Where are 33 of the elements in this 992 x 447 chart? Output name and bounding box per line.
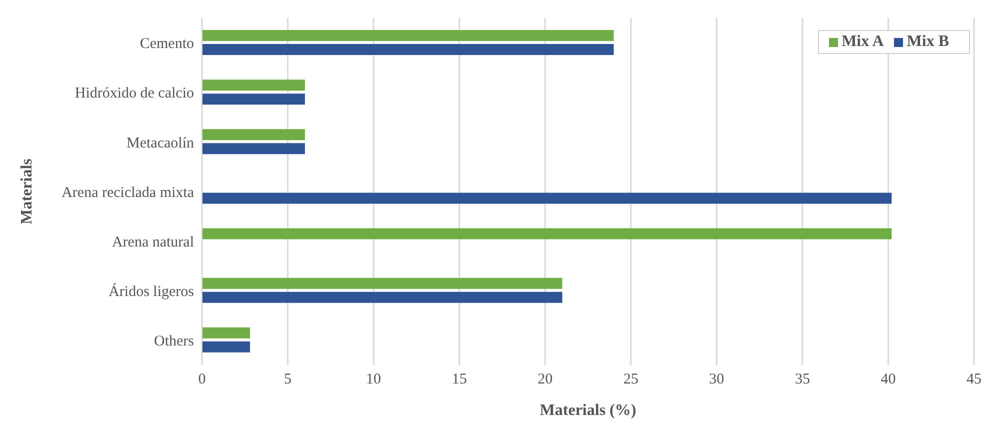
x-tick-label: 20 <box>538 372 553 388</box>
bar <box>202 129 305 140</box>
x-tick-label: 15 <box>452 372 467 388</box>
bar <box>202 30 614 41</box>
y-tick-label: Hidróxido de calcio <box>74 86 194 102</box>
bar <box>202 341 250 352</box>
x-tick-label: 5 <box>284 372 292 388</box>
bar <box>202 278 562 289</box>
legend-label: Mix B <box>906 33 949 50</box>
bar <box>202 143 305 154</box>
bar <box>202 94 305 105</box>
bar <box>202 292 562 303</box>
bar <box>202 44 614 55</box>
x-axis-title: Materials (%) <box>540 402 636 419</box>
y-tick-label: Cemento <box>140 36 194 52</box>
x-tick-label: 30 <box>709 372 724 388</box>
x-tick-label: 35 <box>794 372 810 388</box>
y-tick-label: Others <box>154 334 194 350</box>
y-tick-label: Áridos ligeros <box>108 282 194 300</box>
x-tick-label: 25 <box>623 372 638 388</box>
y-axis-title: Materials <box>18 158 36 224</box>
bar <box>202 80 305 91</box>
bar <box>202 327 250 338</box>
x-tick-label: 40 <box>880 372 896 388</box>
x-tick-label: 45 <box>966 372 982 388</box>
y-tick-label: Metacaolín <box>126 135 194 152</box>
x-tick-label: 0 <box>198 372 206 388</box>
y-tick-label: Arena reciclada mixta <box>62 184 194 201</box>
x-tick-label: 10 <box>366 372 382 388</box>
bar <box>202 192 892 204</box>
legend-label: Mix A <box>842 33 884 50</box>
bar <box>202 228 892 240</box>
y-tick-label: Arena natural <box>112 234 194 250</box>
